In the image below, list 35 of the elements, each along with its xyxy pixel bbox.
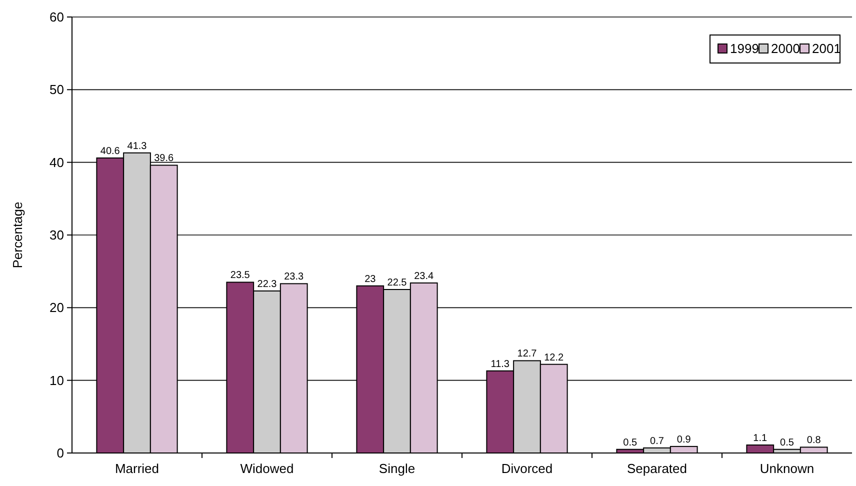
x-tick-label: Widowed [240,461,294,476]
data-label: 0.9 [676,434,692,446]
y-tick-label: 40 [50,154,64,170]
legend-label: 1999 [730,41,759,56]
data-label: 40.6 [100,146,120,157]
data-label: 0.7 [650,436,664,447]
data-label: 11.3 [490,358,510,370]
data-label: 12.7 [517,348,538,360]
y-tick-label: 0 [56,446,64,461]
data-label: 39.6 [154,153,174,164]
data-label: 0.8 [806,435,822,446]
data-label: 1.1 [753,433,768,444]
x-tick-label: Single [378,461,416,476]
data-label: 12.2 [544,352,564,364]
y-axis-title: Percentage [10,202,25,268]
legend-label: 2001 [812,41,841,56]
data-label: 0.5 [780,437,794,448]
data-label: 41.3 [127,140,148,152]
x-tick-label: Unknown [760,461,814,476]
data-label: 23.3 [284,272,304,283]
y-tick-label: 20 [50,300,64,316]
y-tick-label: 10 [50,372,64,388]
data-label: 0.5 [623,437,638,448]
x-tick-label: Divorced [501,461,553,476]
y-tick-label: 50 [50,82,64,98]
data-label: 22.5 [387,278,408,288]
y-tick-label: 60 [50,10,64,25]
x-tick-label: Married [114,461,160,476]
data-label: 23.5 [230,270,250,282]
data-label: 23.4 [414,270,434,282]
x-tick-label: Separated [627,461,687,476]
data-label: 22.3 [257,278,278,290]
y-tick-label: 30 [50,228,64,243]
legend-label: 2000 [771,41,800,56]
data-label: 23 [364,274,376,285]
